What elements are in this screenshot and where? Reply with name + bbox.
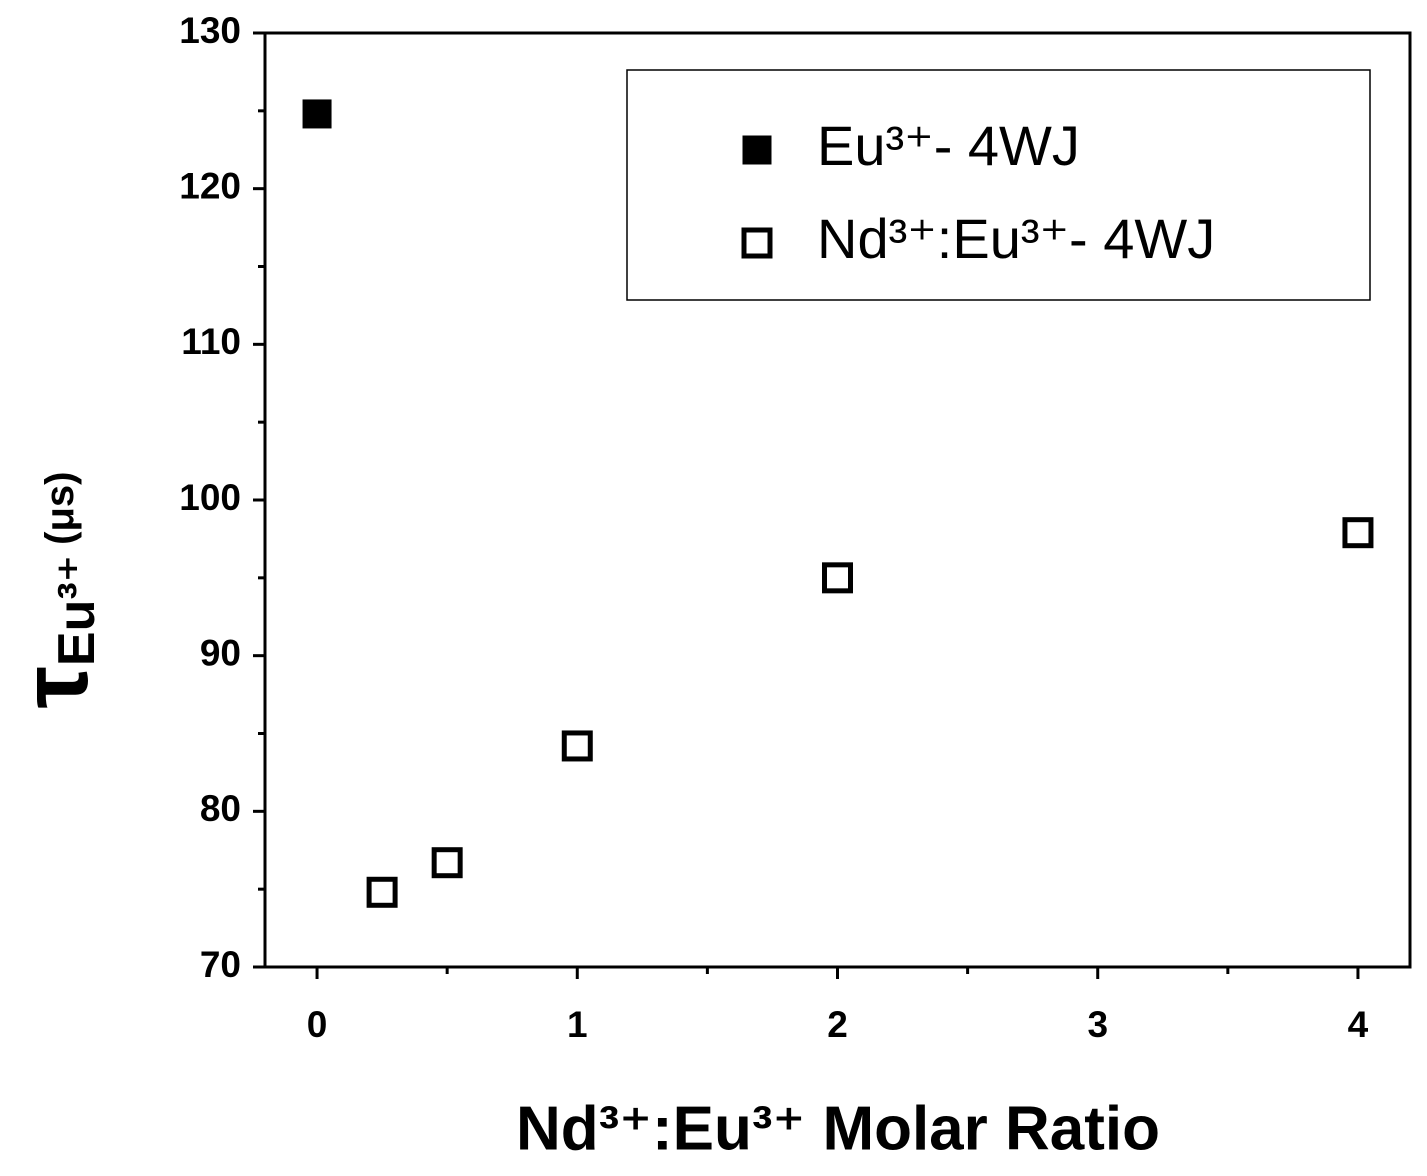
data-point bbox=[561, 730, 593, 762]
x-tick-label: 0 bbox=[307, 1004, 328, 1045]
x-tick-label: 2 bbox=[827, 1004, 848, 1045]
x-tick-label: 3 bbox=[1087, 1004, 1108, 1045]
x-tick-label: 1 bbox=[567, 1004, 588, 1045]
legend-label: Nd³⁺:Eu³⁺- 4WJ bbox=[817, 207, 1215, 270]
y-tick-label: 70 bbox=[200, 944, 241, 985]
data-point bbox=[822, 562, 853, 594]
legend-box bbox=[626, 69, 1371, 301]
y-tick-label: 120 bbox=[179, 165, 241, 206]
x-tick-label: 4 bbox=[1348, 1004, 1369, 1045]
y-tick-label: 100 bbox=[179, 477, 241, 518]
legend-marker bbox=[741, 227, 773, 259]
data-point bbox=[431, 847, 463, 879]
y-label-unit: (μs) bbox=[38, 472, 82, 545]
data-point bbox=[1342, 517, 1374, 549]
x-axis-label: Nd³⁺:Eu³⁺ Molar Ratio bbox=[516, 1094, 1160, 1163]
data-point bbox=[302, 99, 332, 129]
legend-marker bbox=[742, 135, 772, 165]
y-tick-label: 80 bbox=[200, 788, 241, 829]
y-label-symbol: τ bbox=[2, 666, 108, 708]
y-tick-label: 130 bbox=[179, 10, 241, 51]
data-point bbox=[366, 876, 398, 908]
y-axis-label: τEu³⁺ (μs) bbox=[2, 472, 108, 709]
y-label-subscript: Eu³⁺ bbox=[48, 555, 106, 666]
y-tick-label: 110 bbox=[181, 321, 241, 362]
y-tick-label: 90 bbox=[200, 632, 241, 673]
legend-label: Eu³⁺- 4WJ bbox=[817, 114, 1080, 177]
